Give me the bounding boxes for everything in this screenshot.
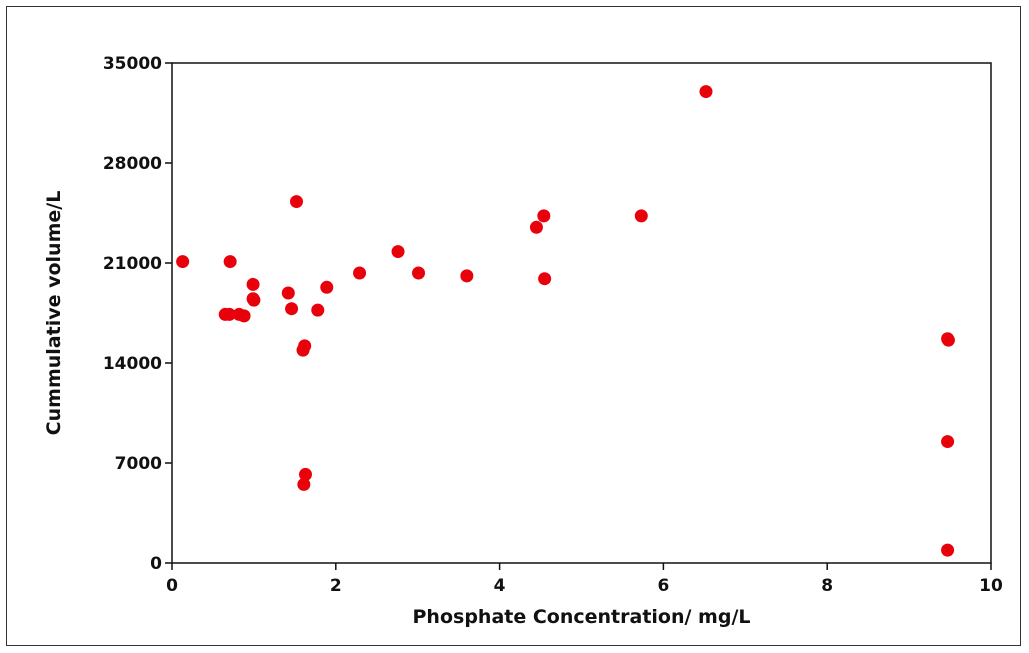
data-point xyxy=(353,266,367,280)
data-point xyxy=(941,333,955,347)
y-tick-label: 28000 xyxy=(103,154,162,174)
data-point xyxy=(222,307,236,321)
data-point xyxy=(699,85,713,99)
data-point xyxy=(237,309,251,323)
data-point xyxy=(320,280,334,294)
data-point xyxy=(529,220,543,234)
data-point xyxy=(281,286,295,300)
data-point xyxy=(941,435,955,449)
x-tick-label: 4 xyxy=(494,576,506,596)
y-axis-ticks: 0 7000 14000 21000 28000 35000 xyxy=(103,54,172,574)
data-points xyxy=(176,85,955,557)
data-point xyxy=(297,477,311,491)
y-tick-label: 14000 xyxy=(103,354,162,374)
data-point xyxy=(298,467,312,481)
x-axis-label: Phosphate Concentration/ mg/L xyxy=(413,606,751,628)
data-point xyxy=(285,302,299,316)
plot-area xyxy=(171,62,992,564)
data-point xyxy=(246,277,260,291)
y-tick-label: 21000 xyxy=(103,254,162,274)
data-point xyxy=(223,255,237,269)
y-axis-label: Cummulative volume/L xyxy=(43,191,65,436)
plot-border xyxy=(171,62,992,564)
data-point xyxy=(176,255,190,269)
x-tick-label: 6 xyxy=(657,576,669,596)
data-point xyxy=(412,266,426,280)
data-point xyxy=(298,339,312,353)
data-point xyxy=(289,195,303,209)
y-tick-label: 0 xyxy=(150,554,162,574)
x-tick-label: 0 xyxy=(166,576,178,596)
data-point xyxy=(391,245,405,259)
x-tick-label: 8 xyxy=(821,576,833,596)
data-point xyxy=(537,209,551,223)
x-tick-label: 10 xyxy=(979,576,1003,596)
data-point xyxy=(941,543,955,557)
data-point xyxy=(538,272,552,286)
x-tick-label: 2 xyxy=(330,576,342,596)
chart-container xyxy=(6,6,1021,646)
y-tick-label: 35000 xyxy=(103,54,162,74)
data-point xyxy=(247,293,261,307)
data-point xyxy=(634,209,648,223)
data-point xyxy=(460,269,474,283)
y-tick-label: 7000 xyxy=(115,454,162,474)
x-axis-ticks: 0 2 4 6 8 10 xyxy=(166,563,1003,596)
data-point xyxy=(311,303,325,317)
